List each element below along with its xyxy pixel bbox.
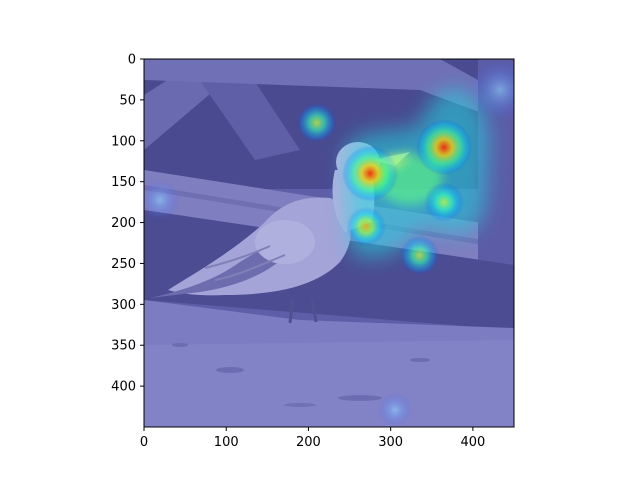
y-tick-label: 150: [111, 175, 136, 190]
x-tick-label: 0: [140, 435, 148, 450]
heatmap-hotspot: [342, 145, 399, 202]
x-tick-label: 200: [296, 435, 321, 450]
heatmap-hotspot: [424, 182, 464, 222]
y-tick-label: 100: [111, 134, 136, 149]
y-tick-label: 50: [119, 93, 136, 108]
x-tick-label: 300: [378, 435, 403, 450]
x-axis: 0 100 200 300 400: [140, 427, 485, 450]
y-axis: 0 50 100 150 200 250 300 350 400: [111, 53, 144, 395]
x-tick-label: 100: [214, 435, 239, 450]
heatmap-hotspot: [296, 103, 337, 143]
y-tick-label: 300: [111, 298, 136, 313]
y-tick-label: 350: [111, 339, 136, 354]
heatmap-hotspot: [416, 119, 473, 176]
x-tick-label: 400: [460, 435, 485, 450]
y-tick-label: 0: [128, 53, 136, 68]
heatmap-hotspot: [346, 206, 386, 247]
plot-frame: [143, 58, 515, 428]
y-tick-label: 400: [111, 380, 136, 395]
y-tick-label: 200: [111, 216, 136, 231]
y-tick-label: 250: [111, 257, 136, 272]
heatmap-hotspot: [399, 235, 440, 275]
attention-heatmap: [296, 89, 490, 275]
